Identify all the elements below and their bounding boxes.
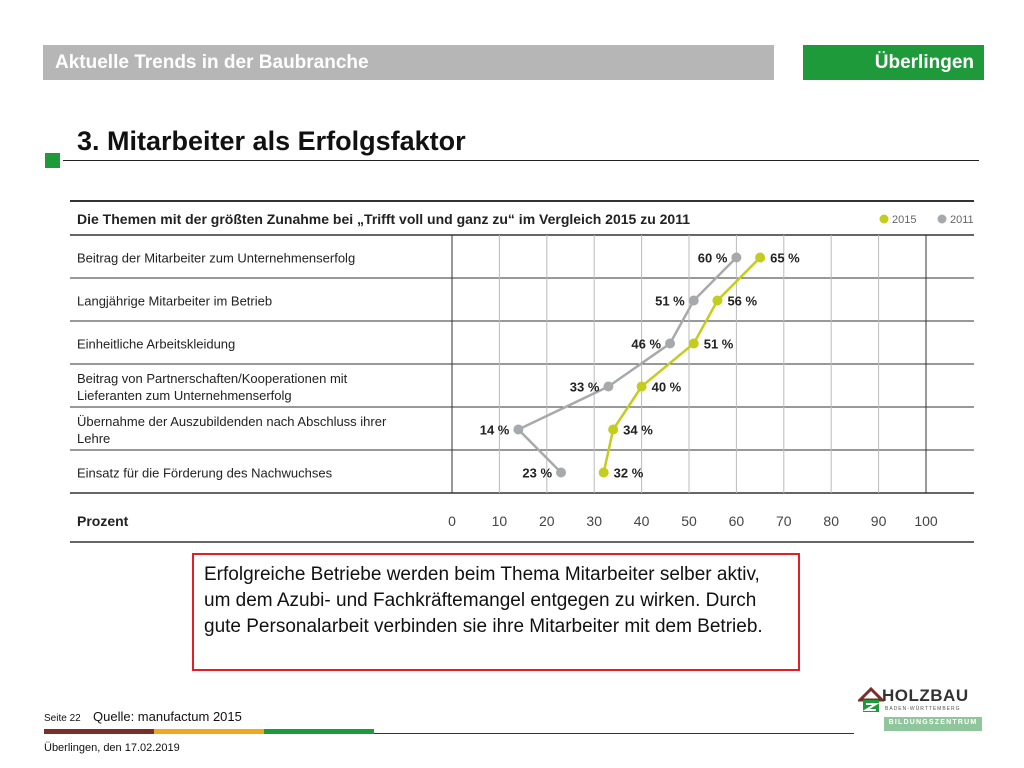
house-icon: [858, 686, 884, 712]
x-tick-label: 20: [539, 513, 555, 529]
data-point-2015: [755, 252, 766, 263]
data-label-2011: 14 %: [480, 423, 510, 438]
row-label-line: Lehre: [77, 431, 110, 446]
data-point-2011: [688, 295, 699, 306]
row-label: Einheitliche Arbeitskleidung: [77, 337, 235, 352]
data-point-2011: [513, 424, 524, 435]
row-label-line: Langjährige Mitarbeiter im Betrieb: [77, 294, 272, 309]
logo-subtitle: BADEN-WÜRTTEMBERG: [885, 706, 961, 712]
data-point-2015: [636, 381, 647, 392]
series-line-2011: [516, 256, 738, 474]
header-bar: [43, 45, 774, 80]
location-badge: Überlingen: [803, 45, 984, 80]
row-label-line: Einsatz für die Förderung des Nachwuchse…: [77, 466, 333, 481]
location-label: Überlingen: [874, 52, 974, 73]
data-label-2011: 60 %: [698, 251, 728, 266]
data-label-2011: 51 %: [655, 294, 685, 309]
row-label: Beitrag von Partnerschaften/Kooperatione…: [77, 371, 348, 403]
data-point-2015: [608, 424, 619, 435]
series-line-2015: [602, 256, 761, 473]
legend-marker: [879, 214, 889, 224]
data-point-2015: [712, 295, 723, 306]
holzbau-logo: HOLZBAU BADEN-WÜRTTEMBERG BILDUNGSZENTRU…: [858, 686, 988, 736]
data-point-2011: [731, 252, 742, 263]
x-tick-label: 50: [681, 513, 697, 529]
row-label-line: Einheitliche Arbeitskleidung: [77, 337, 235, 352]
legend-marker: [937, 214, 947, 224]
x-tick-label: 70: [776, 513, 792, 529]
callout-text: Erfolgreiche Betriebe werden beim Thema …: [204, 564, 763, 637]
footer-date: Überlingen, den 17.02.2019: [44, 742, 180, 754]
data-label-2015: 40 %: [652, 380, 682, 395]
footer-bar-brown: [44, 729, 154, 734]
row-label: Übernahme der Auszubildenden nach Abschl…: [77, 414, 387, 446]
data-label-2015: 34 %: [623, 423, 653, 438]
x-axis-label: Prozent: [77, 513, 129, 529]
row-label-line: Beitrag der Mitarbeiter zum Unternehmens…: [77, 251, 355, 266]
data-label-2015: 32 %: [614, 466, 644, 481]
data-label-2015: 51 %: [704, 337, 734, 352]
legend-label: 2011: [950, 214, 974, 226]
row-label: Langjährige Mitarbeiter im Betrieb: [77, 294, 272, 309]
callout-box: Erfolgreiche Betriebe werden beim Thema …: [192, 553, 800, 671]
logo-band: BILDUNGSZENTRUM: [884, 717, 982, 731]
legend-label: 2015: [892, 214, 916, 226]
title-bullet-square: [45, 153, 60, 168]
x-tick-label: 90: [871, 513, 887, 529]
footer-bar-orange: [154, 729, 264, 734]
x-tick-label: 100: [914, 513, 938, 529]
data-point-2011: [665, 338, 676, 349]
row-label-line: Übernahme der Auszubildenden nach Abschl…: [77, 414, 387, 429]
source-note: Quelle: manufactum 2015: [93, 709, 242, 724]
data-point-2011: [556, 467, 567, 478]
data-label-2011: 33 %: [570, 380, 600, 395]
x-tick-label: 0: [448, 513, 456, 529]
data-point-2015: [598, 467, 609, 478]
logo-name: HOLZBAU: [882, 686, 969, 705]
slide-title: 3. Mitarbeiter als Erfolgsfaktor: [77, 126, 466, 156]
x-tick-label: 80: [823, 513, 839, 529]
data-point-2015: [688, 338, 699, 349]
footer-bar-green: [264, 729, 374, 734]
data-label-2011: 46 %: [631, 337, 661, 352]
x-tick-label: 30: [586, 513, 602, 529]
footer-rule: [374, 733, 854, 734]
chart-title: Die Themen mit der größten Zunahme bei „…: [77, 211, 690, 227]
page-number: Seite 22: [44, 713, 81, 724]
data-label-2015: 56 %: [727, 294, 757, 309]
x-tick-label: 10: [492, 513, 508, 529]
data-label-2011: 23 %: [522, 466, 552, 481]
row-label-line: Beitrag von Partnerschaften/Kooperatione…: [77, 371, 348, 386]
x-tick-label: 60: [729, 513, 745, 529]
row-label: Einsatz für die Förderung des Nachwuchse…: [77, 466, 333, 481]
presentation-title: Aktuelle Trends in der Baubranche: [55, 52, 369, 73]
data-point-2011: [603, 381, 614, 392]
data-label-2015: 65 %: [770, 251, 800, 266]
row-label: Beitrag der Mitarbeiter zum Unternehmens…: [77, 251, 355, 266]
row-label-line: Lieferanten zum Unternehmenserfolg: [77, 388, 292, 403]
logo-band-text: BILDUNGSZENTRUM: [888, 719, 978, 726]
title-underline: [63, 160, 979, 161]
x-tick-label: 40: [634, 513, 650, 529]
